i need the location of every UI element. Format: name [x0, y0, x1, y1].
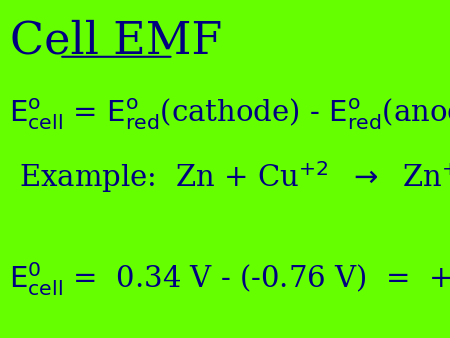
Text: $\mathrm{E^o_{cell}}$ = $\mathrm{E^o_{red}}$(cathode) - $\mathrm{E^o_{red}}$(ano: $\mathrm{E^o_{cell}}$ = $\mathrm{E^o_{re… — [9, 96, 450, 131]
Text: $\mathrm{E^0_{cell}}$ =  0.34 V - (-0.76 V)  =  + 1.10 V: $\mathrm{E^0_{cell}}$ = 0.34 V - (-0.76 … — [9, 260, 450, 298]
Text: Example:  Zn + Cu$^{+2}$  $\rightarrow$  Zn$^{+2}$ + Cu: Example: Zn + Cu$^{+2}$ $\rightarrow$ Zn… — [18, 160, 450, 195]
Text: Cell EMF: Cell EMF — [10, 19, 222, 62]
